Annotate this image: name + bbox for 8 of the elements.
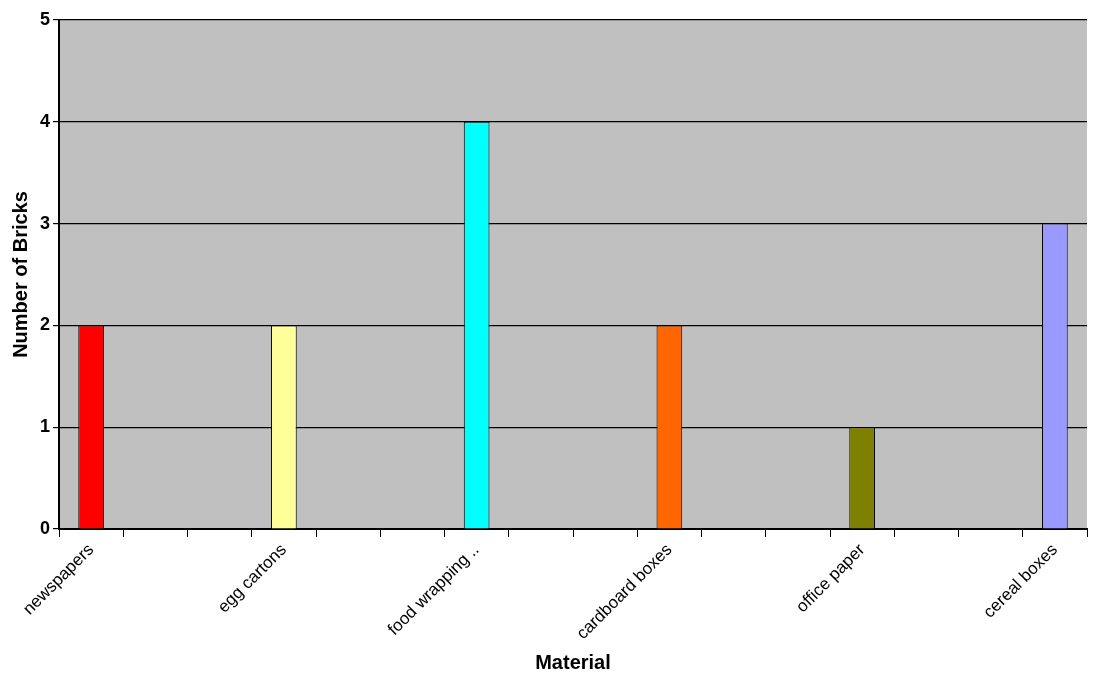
x-axis-title: Material [535,650,611,673]
y-tick-label: 1 [40,416,51,437]
y-tick-label: 0 [40,518,51,538]
y-axis-title: Number of Bricks [8,191,31,358]
y-tick-label: 2 [40,314,51,335]
y-tick-label: 4 [40,110,51,131]
y-tick-label: 5 [40,8,51,29]
y-tick-label: 3 [40,212,51,233]
